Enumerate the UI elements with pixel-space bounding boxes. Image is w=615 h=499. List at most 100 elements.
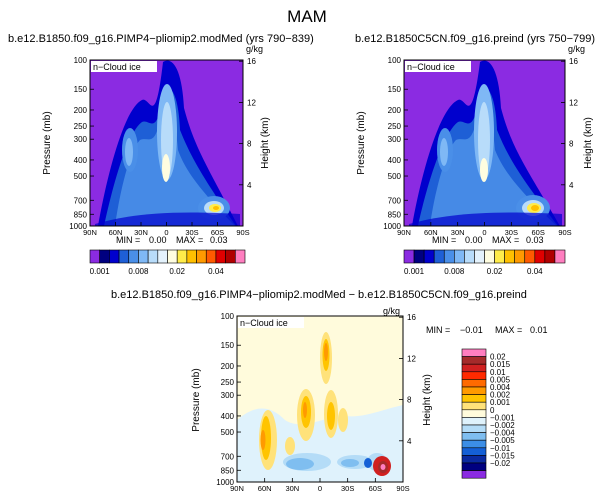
- panel-b: b.e12.B1850C5CN.f09_g16.preind (yrs 750−…: [355, 33, 595, 276]
- panel-c-title: b.e12.B1850.f09_g16.PIMP4−pliomip2.modMe…: [111, 289, 527, 301]
- colorbar-swatch: [461, 363, 487, 373]
- panel-b-title: b.e12.B1850C5CN.f09_g16.preind (yrs 750−…: [355, 33, 595, 45]
- panel-a-max-value: 0.03: [210, 235, 228, 245]
- x-tick-label: 60N: [109, 228, 123, 237]
- y-tick-label: 100: [74, 56, 88, 65]
- panel-a-max-label: MAX =: [176, 235, 203, 245]
- x-tick-label: 60N: [258, 484, 272, 493]
- y-tick-label: 500: [74, 172, 88, 181]
- colorbar-swatch: [544, 249, 556, 264]
- y-tick-label: 300: [221, 391, 235, 400]
- colorbar-swatch: [461, 447, 487, 456]
- colorbar-label: 0.008: [444, 267, 465, 276]
- y-tick-label: 700: [221, 452, 235, 461]
- y-tick-label: 400: [74, 156, 88, 165]
- colorbar-swatch: [454, 249, 465, 264]
- x-tick-label: 90S: [236, 228, 249, 237]
- x-tick-label: 30S: [341, 484, 354, 493]
- y2-tick-label: 4: [569, 181, 574, 190]
- y-tick-label: 500: [221, 428, 235, 437]
- y2-tick-label: 16: [407, 313, 416, 322]
- panel-b-field-label: n−Cloud ice: [407, 62, 455, 72]
- colorbar-swatch: [423, 249, 435, 264]
- panel-c-max-value: 0.01: [530, 325, 548, 335]
- y-tick-label: 300: [74, 135, 88, 144]
- colorbar-swatch: [118, 249, 130, 264]
- x-tick-label: 90N: [230, 484, 244, 493]
- x-tick-label: 30N: [134, 228, 148, 237]
- y-tick-label: 400: [388, 156, 402, 165]
- colorbar-swatch: [461, 379, 487, 388]
- colorbar-swatch: [461, 462, 487, 471]
- colorbar-label: 0.001: [490, 398, 511, 407]
- panel-a-units: g/kg: [246, 44, 263, 54]
- x-tick-label: 60S: [211, 228, 224, 237]
- colorbar-swatch: [461, 432, 487, 441]
- x-tick-label: 90S: [558, 228, 571, 237]
- colorbar-label: 0.004: [490, 383, 511, 392]
- panel-c-field-label: n−Cloud ice: [240, 318, 288, 328]
- colorbar-swatch: [461, 455, 487, 464]
- y-tick-label: 200: [74, 106, 88, 115]
- colorbar-swatch: [138, 249, 149, 264]
- panel-a-y-ticks: 100 150 200 250 300 400 500 700 850 1000: [69, 56, 94, 231]
- y2-tick-label: 4: [247, 181, 252, 190]
- y2-tick-label: 12: [569, 98, 578, 107]
- panel-c-ylabel: Pressure (mb): [191, 368, 202, 431]
- panel-a-field: [90, 60, 243, 226]
- y-tick-label: 400: [221, 412, 235, 421]
- y-tick-label: 300: [388, 135, 402, 144]
- panel-b-min-label: MIN =: [432, 235, 456, 245]
- colorbar-swatch: [534, 249, 546, 264]
- y-tick-label: 850: [388, 210, 402, 219]
- y2-tick-label: 16: [569, 57, 578, 66]
- x-tick-label: 90N: [83, 228, 97, 237]
- figure-title: MAM: [287, 7, 327, 26]
- panel-c-label-box: [238, 317, 304, 328]
- colorbar-swatch: [504, 249, 515, 264]
- y-tick-label: 700: [74, 196, 88, 205]
- colorbar-label: 0.02: [487, 267, 503, 276]
- colorbar-swatch: [554, 249, 566, 264]
- y2-tick-label: 8: [569, 140, 574, 149]
- panel-b-field: [404, 60, 565, 226]
- colorbar-label: −0.002: [490, 421, 515, 430]
- y-tick-label: 100: [221, 312, 235, 321]
- colorbar-swatch: [461, 348, 487, 357]
- x-tick-label: 30S: [505, 228, 518, 237]
- panel-b-y2label: Height (km): [583, 117, 594, 169]
- y-tick-label: 250: [74, 122, 88, 131]
- x-tick-label: 30N: [285, 484, 299, 493]
- panel-a-x-ticks: 90N 60N 30N 0 30S 60S 90S: [83, 222, 250, 237]
- x-tick-label: 90N: [397, 228, 411, 237]
- colorbar-swatch: [443, 249, 455, 264]
- x-tick-label: 60S: [369, 484, 382, 493]
- colorbar-label: 0.001: [404, 267, 425, 276]
- colorbar-label: 0.02: [490, 353, 506, 362]
- colorbar-label: −0.015: [490, 451, 515, 460]
- colorbar-label: 0: [490, 406, 495, 415]
- panel-a-y2label: Height (km): [260, 117, 271, 169]
- colorbar-swatch: [215, 249, 226, 264]
- panel-a-ylabel: Pressure (mb): [42, 111, 53, 174]
- panel-c-y2label: Height (km): [422, 374, 433, 426]
- panel-c-field: [237, 316, 403, 482]
- colorbar-swatch: [484, 249, 495, 264]
- colorbar-swatch: [461, 417, 487, 426]
- x-tick-label: 0: [482, 228, 486, 237]
- panel-c: b.e12.B1850.f09_g16.PIMP4−pliomip2.modMe…: [111, 289, 548, 493]
- colorbar-swatch: [524, 249, 536, 264]
- y-tick-label: 850: [74, 210, 88, 219]
- y2-tick-label: 4: [407, 437, 412, 446]
- colorbar-swatch: [464, 249, 475, 264]
- colorbar-label: −0.005: [490, 436, 515, 445]
- colorbar-swatch: [157, 249, 168, 264]
- y-tick-label: 1000: [383, 222, 401, 231]
- panel-b-max-value: 0.03: [526, 235, 544, 245]
- panel-c-units: g/kg: [383, 306, 400, 316]
- colorbar-swatch: [205, 249, 217, 264]
- colorbar-swatch: [474, 249, 485, 264]
- colorbar-swatch: [461, 439, 487, 449]
- panel-a-title: b.e12.B1850.f09_g16.PIMP4−pliomip2.modMe…: [8, 33, 314, 45]
